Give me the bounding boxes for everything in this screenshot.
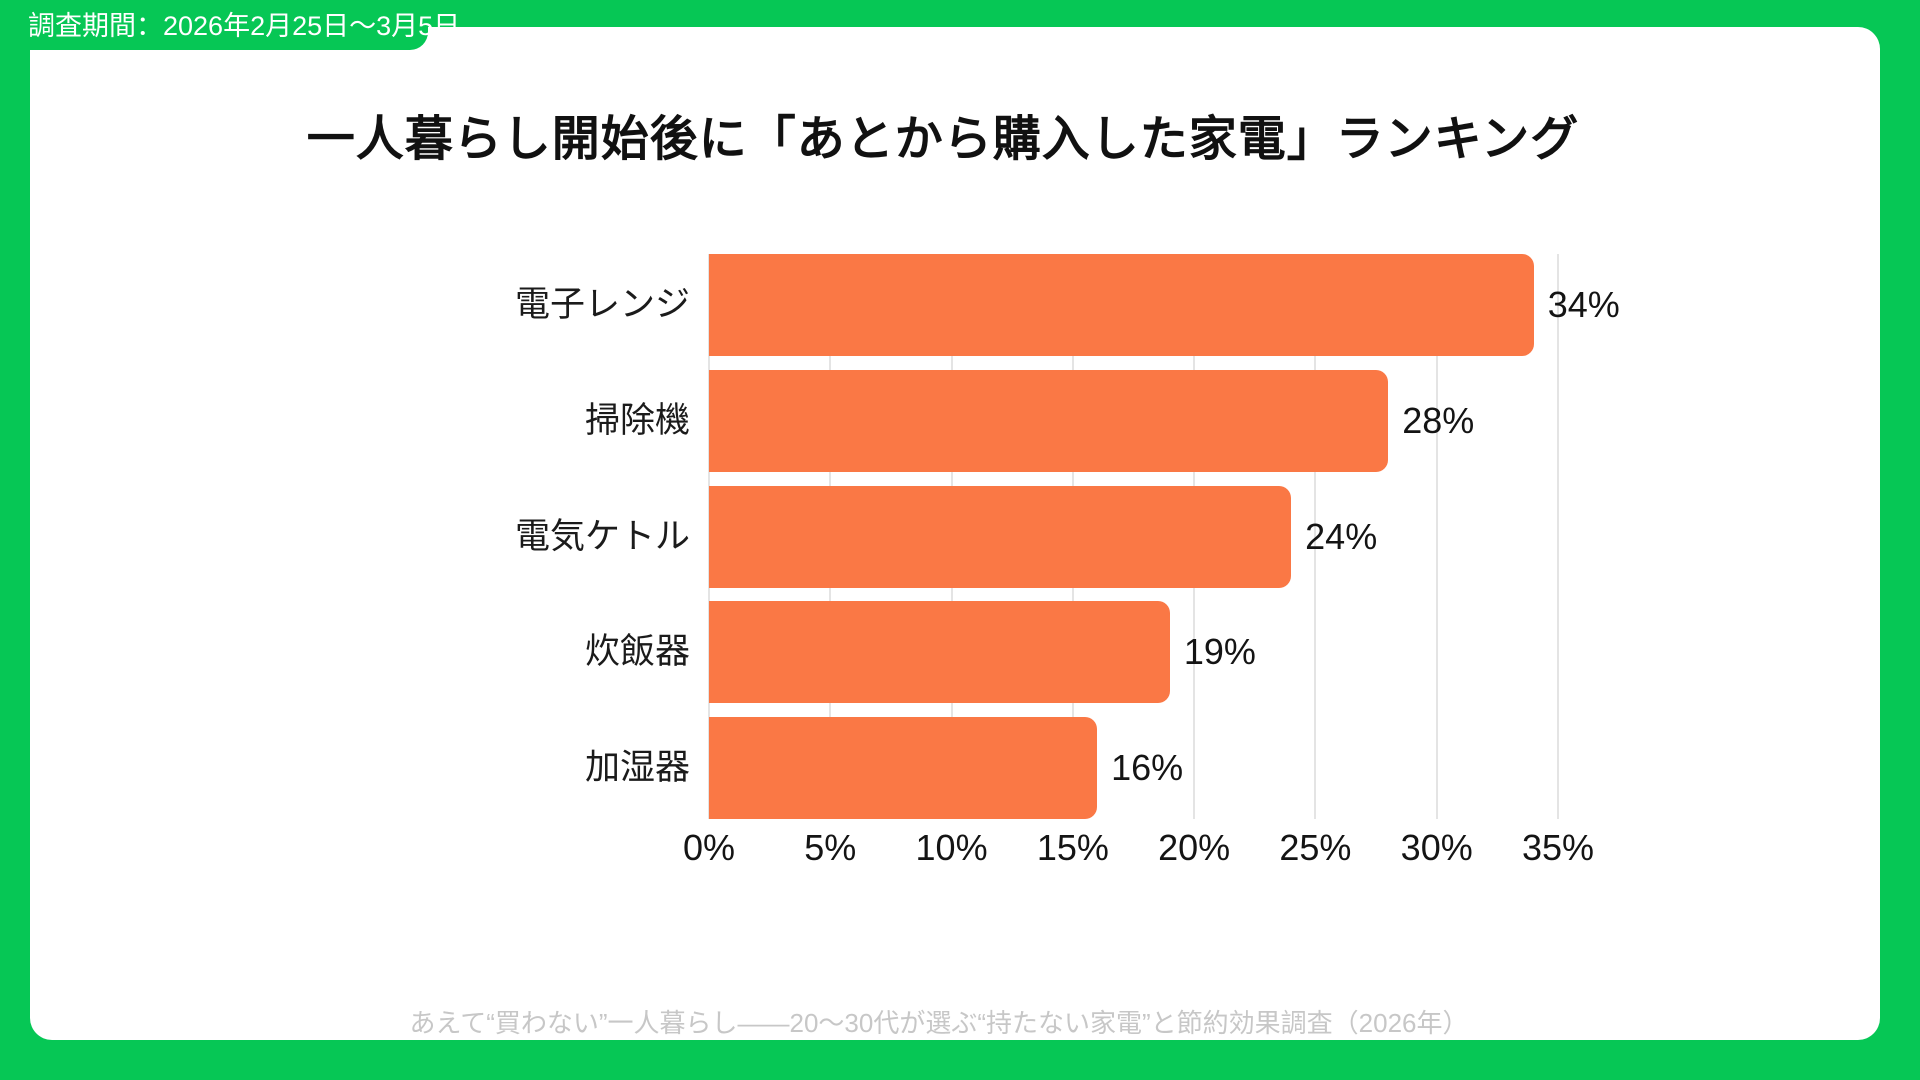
x-axis-tick-label: 30% [1400, 827, 1473, 868]
survey-period-text: 調査期間：2026年2月25日〜3月5日 [28, 11, 461, 41]
category-label: 掃除機 [584, 400, 690, 440]
value-label: 19% [1183, 631, 1256, 673]
survey-period-badge: 調査期間：2026年2月25日〜3月5日 [0, 0, 461, 50]
value-label: 28% [1402, 399, 1475, 441]
gridline-30pct [1435, 254, 1438, 819]
chart-title: 一人暮らし開始後に「あとから購入した家電」ランキング [306, 113, 1580, 166]
bar [709, 485, 1292, 588]
category-label: 加湿器 [584, 748, 690, 787]
bar [709, 601, 1170, 704]
gridline-35pct [1556, 254, 1559, 819]
value-label: 16% [1111, 747, 1184, 788]
x-axis-tick-label: 20% [1158, 827, 1231, 868]
value-label: 24% [1305, 515, 1378, 557]
category-label: 電気ケトル [514, 516, 690, 556]
category-label: 炊飯器 [584, 632, 690, 672]
x-axis-tick-label: 25% [1279, 827, 1352, 868]
source-note: あえて“買わない”一人暮らし――20〜30代が選ぶ“持たない家電”と節約効果調査… [409, 1008, 1469, 1038]
category-label: 電子レンジ [514, 285, 690, 324]
x-axis-tick-label: 10% [915, 827, 988, 868]
bar [709, 369, 1389, 472]
x-axis-tick-label: 15% [1036, 827, 1109, 868]
x-axis-tick-label: 5% [804, 827, 857, 868]
bar [709, 717, 1098, 819]
x-axis-tick-label: 0% [682, 827, 736, 868]
gridline-25pct [1314, 254, 1317, 819]
bar [709, 254, 1534, 356]
x-axis-tick-label: 35% [1521, 827, 1595, 868]
value-label: 34% [1547, 284, 1620, 325]
